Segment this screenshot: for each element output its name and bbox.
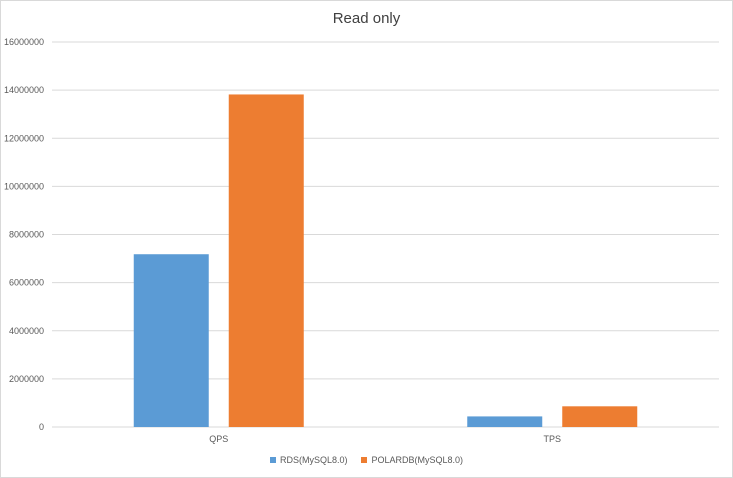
bars [133,94,638,428]
legend: RDS(MySQL8.0) POLARDB(MySQL8.0) [0,455,733,465]
x-category-label: TPS [543,434,561,444]
y-tick-label: 8000000 [9,230,44,240]
x-axis-categories: QPS TPS [209,434,561,444]
legend-item-rds: RDS(MySQL8.0) [269,455,348,465]
gridlines [52,41,719,428]
y-tick-label: 12000000 [4,133,44,143]
chart-title: Read only [332,10,401,27]
y-tick-label: 2000000 [9,374,44,384]
bar-tps-polardb [562,406,638,427]
legend-label-rds: RDS(MySQL8.0) [279,455,348,465]
legend-swatch-rds [269,457,276,463]
legend-label-polardb: POLARDB(MySQL8.0) [371,455,464,465]
bar-qps-rds [133,254,209,427]
y-tick-label: 10000000 [4,181,44,191]
x-category-label: QPS [209,434,228,444]
y-axis-ticks: 0 2000000 4000000 6000000 8000000 10000000 120… [4,37,44,432]
legend-item-polardb: POLARDB(MySQL8.0) [361,455,463,465]
bar-qps-polardb [228,94,304,428]
y-tick-label: 16000000 [4,37,44,47]
y-tick-label: 0 [39,422,44,432]
bar-tps-rds [467,416,543,427]
y-tick-label: 4000000 [9,326,44,336]
legend-swatch-polardb [361,457,368,463]
y-tick-label: 6000000 [9,278,44,288]
y-tick-label: 14000000 [4,85,44,95]
